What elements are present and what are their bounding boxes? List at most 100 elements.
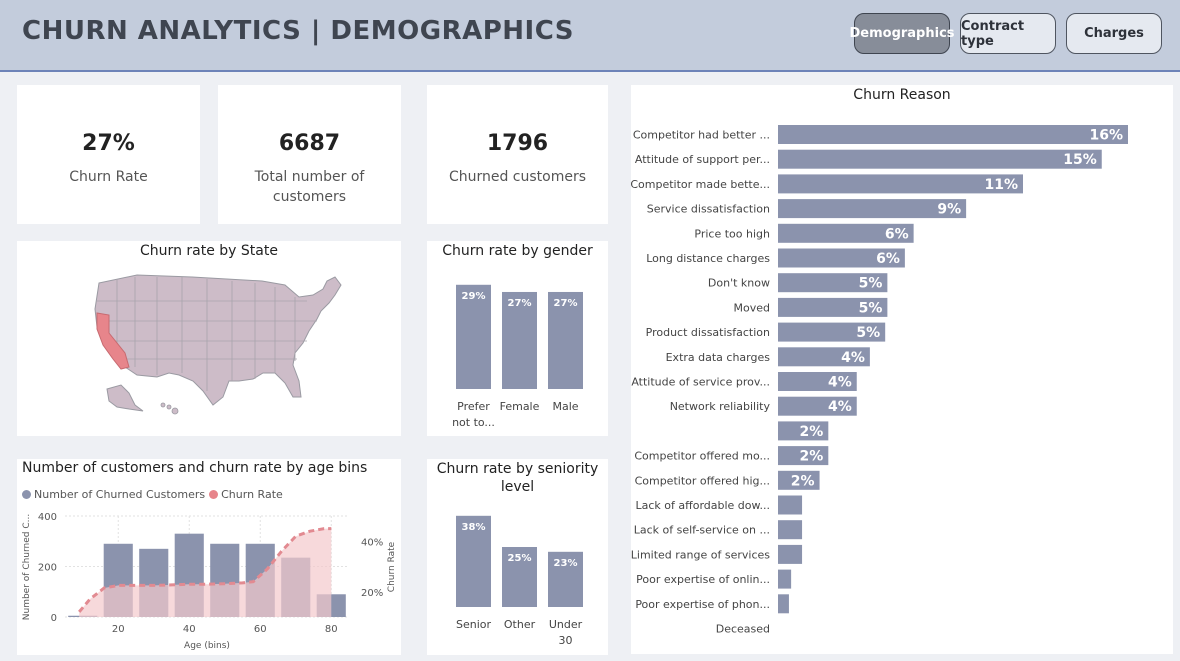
legend-bar-swatch (22, 490, 31, 499)
reason-category-label: Network reliability (670, 400, 771, 413)
kpi-churned-customers-card: 1796 Churned customers (427, 85, 608, 224)
reason-value-label: 4% (828, 375, 852, 391)
age-chart-card: Number of customers and churn rate by ag… (17, 459, 401, 655)
reason-bar[interactable] (778, 322, 886, 342)
reason-bar[interactable] (778, 174, 1023, 194)
header-bar: CHURN ANALYTICS | DEMOGRAPHICS Demograph… (0, 0, 1180, 72)
reason-value-label: 6% (876, 251, 900, 267)
reason-value-label: 2% (791, 473, 815, 489)
gender-chart-title: Churn rate by gender (442, 243, 593, 259)
gender-category-label: Male (552, 400, 578, 413)
state-map-title: Churn rate by State (140, 243, 278, 259)
legend-bar-label: Number of Churned Customers (34, 488, 206, 501)
age-y2-axis-title: Churn Rate (387, 541, 397, 592)
seniority-chart-title: Churn rate by seniority level (436, 461, 599, 495)
seniority-bar[interactable] (502, 547, 537, 607)
kpi-churn-rate-value: 27% (82, 131, 135, 156)
reason-category-label: Poor expertise of phon... (635, 598, 770, 611)
reason-value-label: 4% (841, 350, 865, 366)
age-x-tick: 80 (325, 624, 338, 635)
churn-reason-chart: Competitor had better ... 16% Attitude of … (631, 125, 1128, 636)
seniority-chart-card: Churn rate by seniority level 38% Senior 2… (427, 459, 608, 655)
reason-value-label: 2% (800, 424, 824, 440)
reason-value-label: 5% (859, 276, 883, 292)
reason-category-label: Lack of self-service on ... (634, 524, 770, 537)
reason-bar[interactable] (778, 248, 905, 268)
us-map[interactable] (17, 241, 401, 436)
age-chart-title: Number of customers and churn rate by ag… (22, 460, 368, 476)
state-borders (97, 277, 317, 391)
reason-category-label: Product dissatisfaction (646, 326, 770, 339)
age-x-tick: 60 (254, 624, 267, 635)
reason-bar[interactable] (778, 223, 914, 243)
reason-category-label: Lack of affordable dow... (636, 499, 770, 512)
seniority-category-label: Under (549, 618, 583, 631)
reason-bar[interactable] (778, 125, 1128, 144)
nav-contract-type-button[interactable]: Contract type (960, 13, 1056, 54)
california-state[interactable] (96, 312, 130, 370)
reason-bar[interactable] (778, 594, 789, 614)
reason-category-label: Price too high (694, 227, 770, 240)
alaska-state[interactable] (106, 384, 144, 412)
kpi-total-customers-label: Total number of customers (254, 169, 365, 205)
reason-value-label: 6% (885, 226, 909, 242)
us-map-outline (94, 274, 342, 406)
reason-category-label: Extra data charges (666, 351, 771, 364)
age-y2-tick: 40% (361, 537, 383, 548)
reason-category-label: Competitor made bette... (631, 178, 770, 191)
state-map-card: Churn rate by State (17, 241, 401, 436)
seniority-chart: 38% Senior 25% Other 23% Under 30 (456, 515, 583, 647)
reason-category-label: Service dissatisfaction (647, 203, 770, 216)
seniority-category-label: Other (504, 618, 536, 631)
reason-bar[interactable] (778, 569, 792, 589)
age-chart-legend: Number of Churned Customers Churn Rate (22, 488, 283, 501)
kpi-churn-rate-card: 27% Churn Rate (17, 85, 200, 224)
seniority-bar[interactable] (548, 551, 583, 607)
gender-chart: 29% Prefer not to... 27% Female 27% Male (452, 284, 583, 429)
gender-value-label: 27% (508, 298, 532, 309)
gender-category-label: Prefer (457, 400, 490, 413)
hawaii-state[interactable] (160, 402, 179, 415)
page-title: CHURN ANALYTICS | DEMOGRAPHICS (22, 16, 575, 46)
age-y-tick: 200 (38, 563, 57, 574)
seniority-bar[interactable] (456, 515, 491, 607)
gender-category-label: Female (500, 400, 540, 413)
legend-line-swatch (209, 490, 219, 499)
reason-value-label: 5% (859, 300, 883, 316)
reason-bar[interactable] (778, 372, 857, 391)
reason-bar[interactable] (778, 520, 803, 540)
reason-category-label: Attitude of support per... (635, 153, 770, 166)
reason-value-label: 16% (1089, 128, 1123, 144)
reason-bar[interactable] (778, 446, 829, 466)
seniority-category-label: 30 (559, 634, 573, 647)
age-x-axis-title: Age (bins) (184, 641, 230, 651)
reason-bar[interactable] (778, 149, 1102, 169)
reason-bar[interactable] (778, 199, 967, 219)
gender-bar[interactable] (456, 284, 491, 389)
gender-value-label: 29% (462, 291, 486, 302)
reason-bar[interactable] (778, 297, 888, 317)
churn-reason-card: Churn Reason Competitor had better ... 16… (631, 85, 1173, 654)
reason-bar[interactable] (778, 421, 829, 441)
seniority-value-label: 38% (462, 522, 486, 533)
reason-bar[interactable] (778, 396, 857, 416)
age-churn-area (79, 528, 332, 617)
reason-category-label: Moved (734, 301, 770, 314)
age-chart: 0 200 400 20 40 60 80 20% 40% Age (bins) Number of… (22, 512, 397, 651)
reason-bar[interactable] (778, 544, 803, 564)
legend-line-label: Churn Rate (221, 488, 283, 501)
nav-charges-button[interactable]: Charges (1066, 13, 1162, 54)
gender-bar[interactable] (548, 291, 583, 389)
reason-bar[interactable] (778, 273, 888, 293)
reason-category-label: Don't know (708, 277, 770, 290)
reason-bar[interactable] (778, 347, 870, 367)
reason-value-label: 4% (828, 399, 852, 415)
reason-value-label: 11% (984, 177, 1018, 193)
age-y-tick: 400 (38, 512, 57, 523)
reason-bar[interactable] (778, 495, 803, 515)
reason-value-label: 9% (937, 202, 961, 218)
nav-demographics-button[interactable]: Demographics (849, 13, 955, 54)
reason-category-label: Attitude of service prov... (631, 376, 770, 389)
gender-bar[interactable] (502, 291, 537, 389)
reason-bar[interactable] (778, 470, 820, 490)
